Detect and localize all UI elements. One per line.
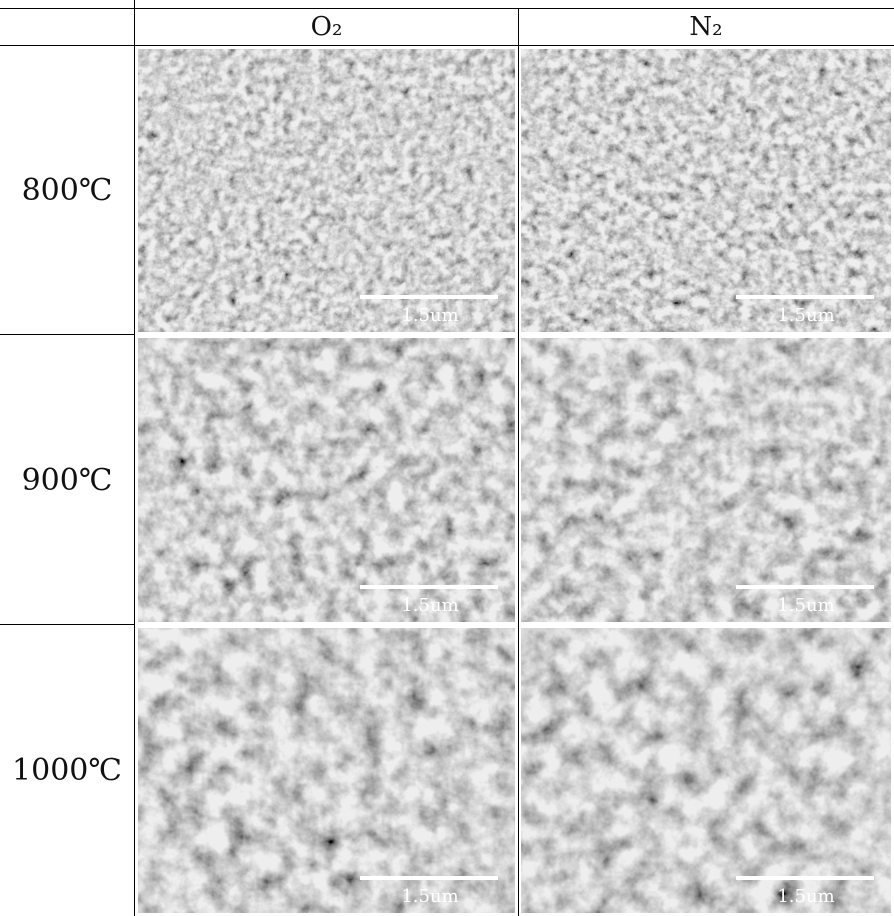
sem-image: 1.5um [521,338,891,622]
figure-table: O₂N₂ 800℃ 1.5um 1.5um 900℃ 1.5um 1.5um 1000… [0,0,894,916]
scale-label: 1.5um [756,595,856,616]
sem-image: 1.5um [138,628,515,913]
scale-label: 1.5um [756,886,856,907]
sem-texture [521,49,891,332]
scale-bar [360,295,498,299]
scale-bar [360,585,498,589]
sem-image: 1.5um [521,628,891,913]
scale-label: 1.5um [380,305,480,326]
scale-label: 1.5um [380,595,480,616]
sem-texture [138,338,515,622]
scale-label: 1.5um [756,305,856,326]
sem-image: 1.5um [138,338,515,622]
column-header: N₂ [518,8,894,46]
row-label: 800℃ [0,46,134,335]
sem-texture [138,628,515,913]
scale-label: 1.5um [380,886,480,907]
scale-bar [736,295,874,299]
scale-bar [360,876,498,880]
row-label: 1000℃ [0,625,134,916]
column-header: O₂ [135,8,518,46]
rule [518,8,519,916]
row-label: 900℃ [0,335,134,625]
sem-texture [521,338,891,622]
scale-bar [736,876,874,880]
sem-image: 1.5um [138,49,515,332]
scale-bar [736,585,874,589]
sem-texture [521,628,891,913]
sem-texture [138,49,515,332]
rule [134,0,135,916]
sem-image: 1.5um [521,49,891,332]
